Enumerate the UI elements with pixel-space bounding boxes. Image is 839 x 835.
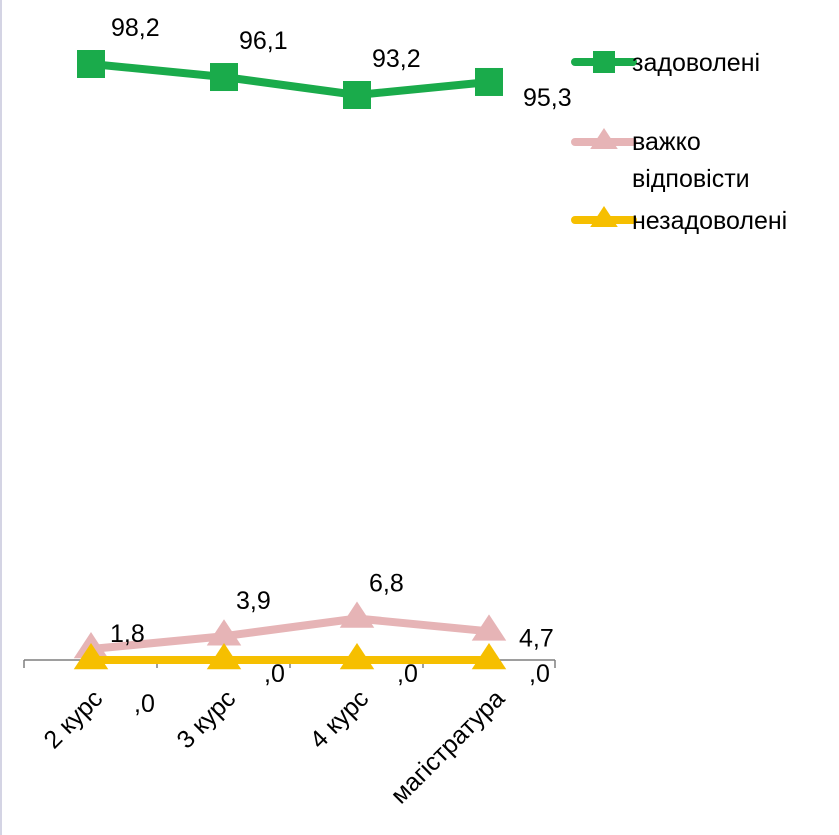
series-line-1 [87, 60, 493, 99]
x-tick-label: 3 курс [171, 684, 241, 754]
data-point-marker [206, 643, 242, 670]
data-point-marker [471, 643, 507, 670]
legend-label: важко відповісти [632, 128, 750, 193]
data-point-marker [475, 67, 503, 96]
legend-marker [590, 128, 618, 149]
left-border [0, 0, 2, 835]
data-label: ,0 [529, 660, 550, 688]
data-label: 95,3 [523, 84, 572, 112]
x-tick-label: магістратура [385, 684, 510, 809]
data-point-marker [339, 643, 375, 670]
data-point-marker [343, 81, 371, 109]
legend-marker [593, 51, 615, 73]
x-tick-label: 2 курс [38, 684, 108, 754]
data-label: 1,8 [110, 620, 145, 648]
legend-marker [590, 206, 618, 227]
data-point-marker [73, 643, 109, 670]
data-label: ,0 [397, 660, 418, 688]
data-label: 98,2 [111, 14, 160, 42]
data-label: 6,8 [369, 570, 404, 598]
legend-label: задоволені [632, 49, 760, 77]
legend-label: незадоволені [632, 207, 787, 235]
data-label: 93,2 [372, 45, 421, 73]
data-point-marker [210, 63, 238, 92]
series-line-2 [87, 614, 493, 654]
data-label: ,0 [264, 660, 285, 688]
data-point-marker [471, 614, 507, 641]
data-label: 96,1 [239, 27, 288, 55]
data-label: 3,9 [236, 587, 271, 615]
data-label: ,0 [134, 690, 155, 718]
data-point-marker [206, 619, 242, 646]
data-point-marker [77, 50, 105, 78]
x-tick-label: 4 курс [304, 684, 374, 754]
data-point-marker [339, 601, 375, 628]
data-label: 4,7 [519, 624, 554, 652]
